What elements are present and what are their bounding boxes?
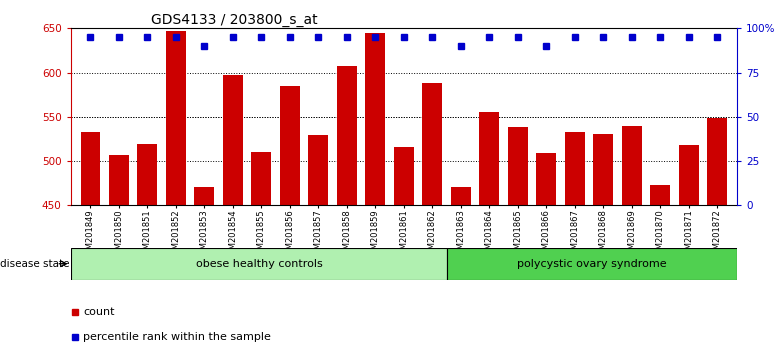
Text: GDS4133 / 203800_s_at: GDS4133 / 203800_s_at <box>151 13 318 27</box>
Bar <box>423 83 442 205</box>
Bar <box>593 133 613 205</box>
Bar <box>479 112 499 205</box>
Bar <box>71 248 447 280</box>
Text: polycystic ovary syndrome: polycystic ovary syndrome <box>517 259 667 269</box>
Bar <box>508 127 528 205</box>
Bar <box>679 145 699 205</box>
Bar <box>451 187 470 205</box>
Bar <box>137 144 158 205</box>
Bar <box>252 152 271 205</box>
Text: percentile rank within the sample: percentile rank within the sample <box>83 332 271 342</box>
Bar <box>81 132 100 205</box>
Bar <box>109 155 129 205</box>
Bar <box>564 132 585 205</box>
Text: obese healthy controls: obese healthy controls <box>195 259 322 269</box>
Bar <box>707 118 727 205</box>
Bar <box>536 153 556 205</box>
Bar <box>337 67 357 205</box>
Bar <box>280 86 299 205</box>
Bar <box>166 31 186 205</box>
Text: count: count <box>83 307 115 317</box>
Bar <box>650 185 670 205</box>
Bar <box>194 187 214 205</box>
Text: disease state: disease state <box>0 259 70 269</box>
Bar <box>394 147 414 205</box>
Bar <box>308 136 328 205</box>
Bar <box>447 248 737 280</box>
Bar <box>622 126 641 205</box>
Bar <box>223 75 243 205</box>
Bar <box>365 33 385 205</box>
